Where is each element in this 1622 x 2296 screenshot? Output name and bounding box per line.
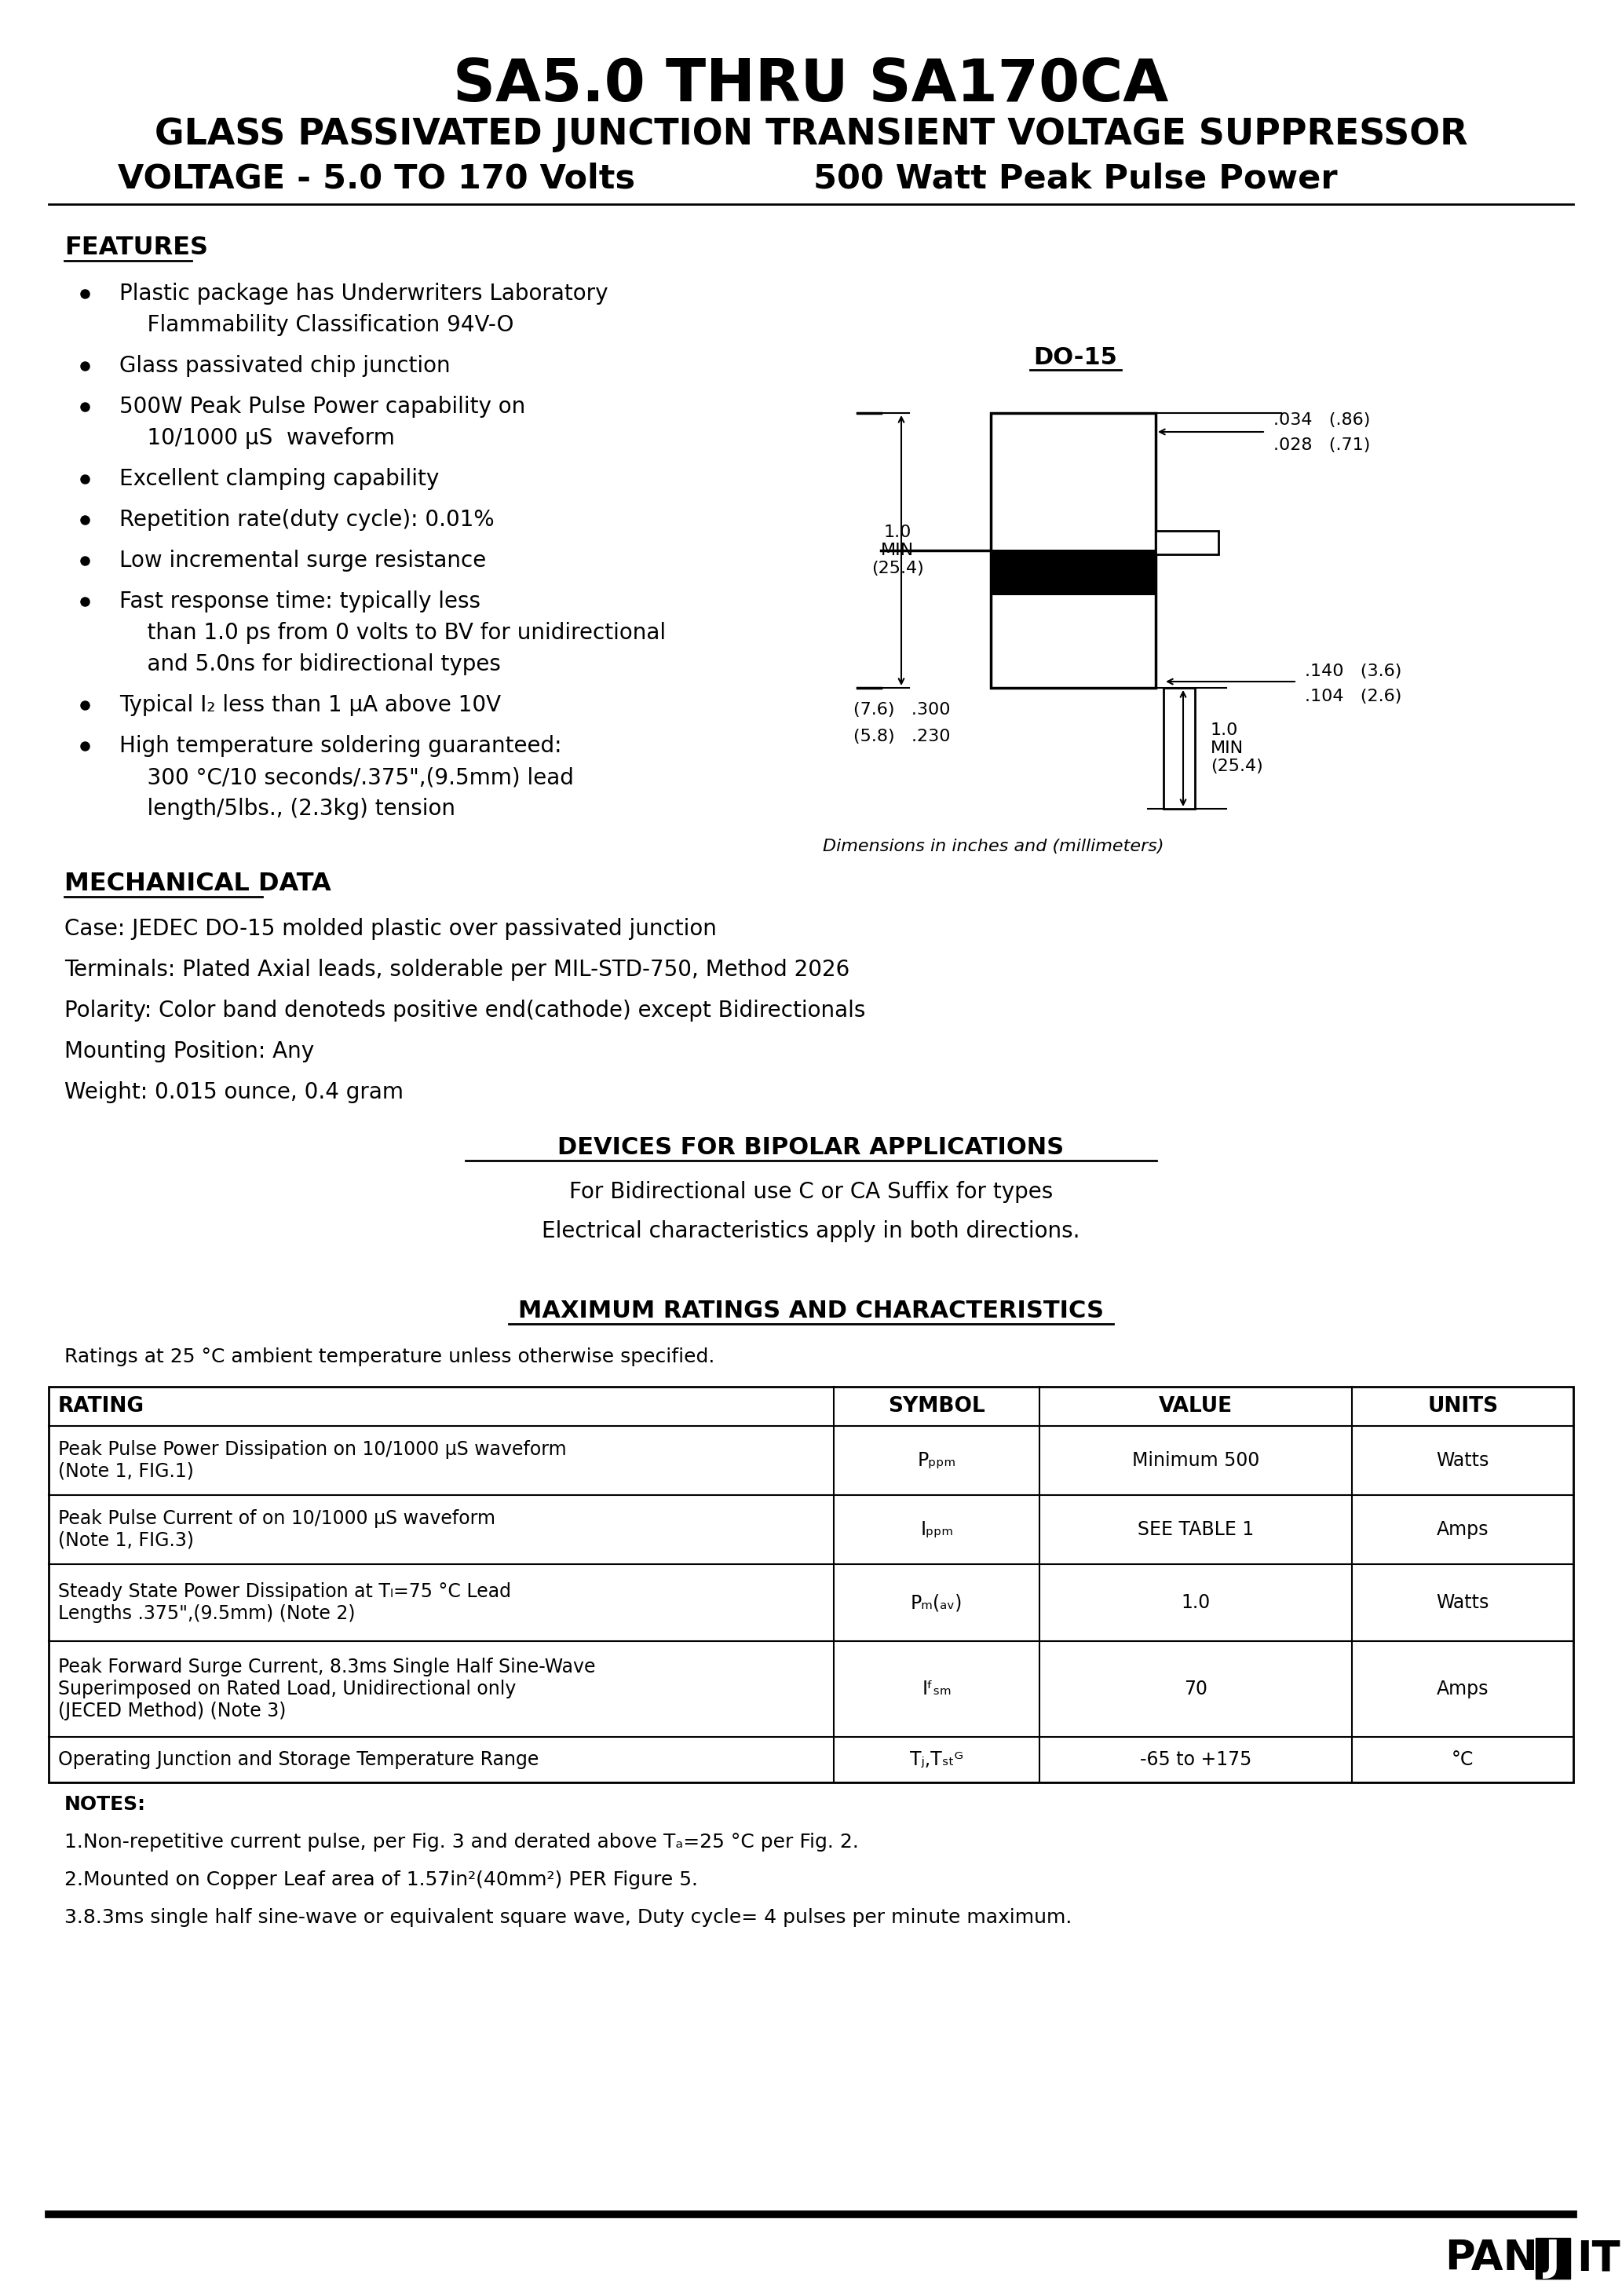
Bar	[991, 549, 1155, 595]
Text: Flammability Classification 94V-O: Flammability Classification 94V-O	[120, 315, 514, 335]
Bar	[49, 1387, 1573, 1782]
Text: Peak Forward Surge Current, 8.3ms Single Half Sine-Wave
Superimposed on Rated Lo: Peak Forward Surge Current, 8.3ms Single…	[58, 1658, 595, 1720]
Text: MECHANICAL DATA: MECHANICAL DATA	[65, 870, 331, 895]
Text: 1.0
MIN
(25.4): 1.0 MIN (25.4)	[1210, 723, 1264, 774]
Text: .034   (.86): .034 (.86)	[1273, 413, 1371, 427]
Text: MAXIMUM RATINGS AND CHARACTERISTICS: MAXIMUM RATINGS AND CHARACTERISTICS	[517, 1300, 1105, 1322]
Bar	[1536, 2239, 1570, 2278]
Text: Pₘ(ₐᵥ): Pₘ(ₐᵥ)	[910, 1593, 963, 1612]
Bar	[1155, 530, 1218, 553]
Text: Peak Pulse Power Dissipation on 10/1000 µS waveform
(Note 1, FIG.1): Peak Pulse Power Dissipation on 10/1000 …	[58, 1440, 566, 1481]
Bar	[1163, 689, 1195, 808]
Text: Watts: Watts	[1437, 1593, 1489, 1612]
Text: and 5.0ns for bidirectional types: and 5.0ns for bidirectional types	[120, 654, 501, 675]
Text: High temperature soldering guaranteed:: High temperature soldering guaranteed:	[120, 735, 561, 758]
Text: 70: 70	[1184, 1681, 1208, 1699]
Text: VOLTAGE - 5.0 TO 170 Volts: VOLTAGE - 5.0 TO 170 Volts	[118, 163, 636, 195]
Text: Repetition rate(duty cycle): 0.01%: Repetition rate(duty cycle): 0.01%	[120, 510, 495, 530]
Text: Dimensions in inches and (millimeters): Dimensions in inches and (millimeters)	[822, 838, 1165, 854]
Text: Polarity: Color band denoteds positive end(cathode) except Bidirectionals: Polarity: Color band denoteds positive e…	[65, 999, 866, 1022]
Text: Electrical characteristics apply in both directions.: Electrical characteristics apply in both…	[542, 1219, 1080, 1242]
Text: Iᶠₛₘ: Iᶠₛₘ	[921, 1681, 952, 1699]
Text: DEVICES FOR BIPOLAR APPLICATIONS: DEVICES FOR BIPOLAR APPLICATIONS	[558, 1137, 1064, 1159]
Text: RATING: RATING	[58, 1396, 144, 1417]
Text: Iₚₚₘ: Iₚₚₘ	[920, 1520, 954, 1538]
Text: Excellent clamping capability: Excellent clamping capability	[120, 468, 440, 489]
Text: IT: IT	[1577, 2239, 1620, 2278]
Text: Peak Pulse Current of on 10/1000 µS waveform
(Note 1, FIG.3): Peak Pulse Current of on 10/1000 µS wave…	[58, 1508, 495, 1550]
Text: -65 to +175: -65 to +175	[1140, 1750, 1252, 1770]
Bar	[991, 413, 1155, 689]
Text: Weight: 0.015 ounce, 0.4 gram: Weight: 0.015 ounce, 0.4 gram	[65, 1081, 404, 1104]
Text: 500 Watt Peak Pulse Power: 500 Watt Peak Pulse Power	[814, 163, 1338, 195]
Text: 300 °C/10 seconds/.375",(9.5mm) lead: 300 °C/10 seconds/.375",(9.5mm) lead	[120, 767, 574, 788]
Text: Fast response time: typically less: Fast response time: typically less	[120, 590, 480, 613]
Text: (5.8)   .230: (5.8) .230	[853, 728, 950, 744]
Text: .104   (2.6): .104 (2.6)	[1304, 689, 1401, 705]
Text: DO-15: DO-15	[1033, 347, 1118, 370]
Text: Mounting Position: Any: Mounting Position: Any	[65, 1040, 315, 1063]
Text: .140   (3.6): .140 (3.6)	[1304, 664, 1401, 680]
Text: Watts: Watts	[1437, 1451, 1489, 1469]
Text: J: J	[1546, 2239, 1560, 2278]
Text: 2.Mounted on Copper Leaf area of 1.57in²(40mm²) PER Figure 5.: 2.Mounted on Copper Leaf area of 1.57in²…	[65, 1871, 697, 1890]
Text: °C: °C	[1452, 1750, 1474, 1770]
Text: Typical I₂ less than 1 µA above 10V: Typical I₂ less than 1 µA above 10V	[120, 693, 501, 716]
Text: PAN: PAN	[1445, 2239, 1538, 2278]
Text: 10/1000 µS  waveform: 10/1000 µS waveform	[120, 427, 394, 450]
Text: SA5.0 THRU SA170CA: SA5.0 THRU SA170CA	[453, 55, 1169, 113]
Text: Pₚₚₘ: Pₚₚₘ	[918, 1451, 955, 1469]
Text: Glass passivated chip junction: Glass passivated chip junction	[120, 356, 451, 377]
Text: 3.8.3ms single half sine-wave or equivalent square wave, Duty cycle= 4 pulses pe: 3.8.3ms single half sine-wave or equival…	[65, 1908, 1072, 1926]
Text: 500W Peak Pulse Power capability on: 500W Peak Pulse Power capability on	[120, 395, 526, 418]
Text: Low incremental surge resistance: Low incremental surge resistance	[120, 549, 487, 572]
Text: FEATURES: FEATURES	[65, 234, 208, 259]
Text: .028   (.71): .028 (.71)	[1273, 436, 1371, 452]
Text: SEE TABLE 1: SEE TABLE 1	[1137, 1520, 1254, 1538]
Text: 1.0: 1.0	[1181, 1593, 1210, 1612]
Text: Ratings at 25 °C ambient temperature unless otherwise specified.: Ratings at 25 °C ambient temperature unl…	[65, 1348, 715, 1366]
Text: Amps: Amps	[1437, 1520, 1489, 1538]
Text: For Bidirectional use C or CA Suffix for types: For Bidirectional use C or CA Suffix for…	[569, 1180, 1053, 1203]
Text: than 1.0 ps from 0 volts to BV for unidirectional: than 1.0 ps from 0 volts to BV for unidi…	[120, 622, 667, 643]
Text: Terminals: Plated Axial leads, solderable per MIL-STD-750, Method 2026: Terminals: Plated Axial leads, solderabl…	[65, 960, 850, 980]
Text: 1.0
MIN
(25.4): 1.0 MIN (25.4)	[871, 523, 923, 576]
Text: Operating Junction and Storage Temperature Range: Operating Junction and Storage Temperatu…	[58, 1750, 539, 1770]
Text: GLASS PASSIVATED JUNCTION TRANSIENT VOLTAGE SUPPRESSOR: GLASS PASSIVATED JUNCTION TRANSIENT VOLT…	[154, 117, 1468, 154]
Text: 1.Non-repetitive current pulse, per Fig. 3 and derated above Tₐ=25 °C per Fig. 2: 1.Non-repetitive current pulse, per Fig.…	[65, 1832, 858, 1851]
Text: Plastic package has Underwriters Laboratory: Plastic package has Underwriters Laborat…	[120, 282, 608, 305]
Text: UNITS: UNITS	[1427, 1396, 1499, 1417]
Text: VALUE: VALUE	[1160, 1396, 1233, 1417]
Text: SYMBOL: SYMBOL	[889, 1396, 985, 1417]
Text: Amps: Amps	[1437, 1681, 1489, 1699]
Text: (7.6)   .300: (7.6) .300	[853, 703, 950, 719]
Text: length/5lbs., (2.3kg) tension: length/5lbs., (2.3kg) tension	[120, 797, 456, 820]
Text: Steady State Power Dissipation at Tₗ=75 °C Lead
Lengths .375",(9.5mm) (Note 2): Steady State Power Dissipation at Tₗ=75 …	[58, 1582, 511, 1623]
Text: NOTES:: NOTES:	[65, 1795, 146, 1814]
Text: Minimum 500: Minimum 500	[1132, 1451, 1260, 1469]
Text: Tⱼ,Tₛₜᴳ: Tⱼ,Tₛₜᴳ	[910, 1750, 963, 1770]
Text: Case: JEDEC DO-15 molded plastic over passivated junction: Case: JEDEC DO-15 molded plastic over pa…	[65, 918, 717, 939]
